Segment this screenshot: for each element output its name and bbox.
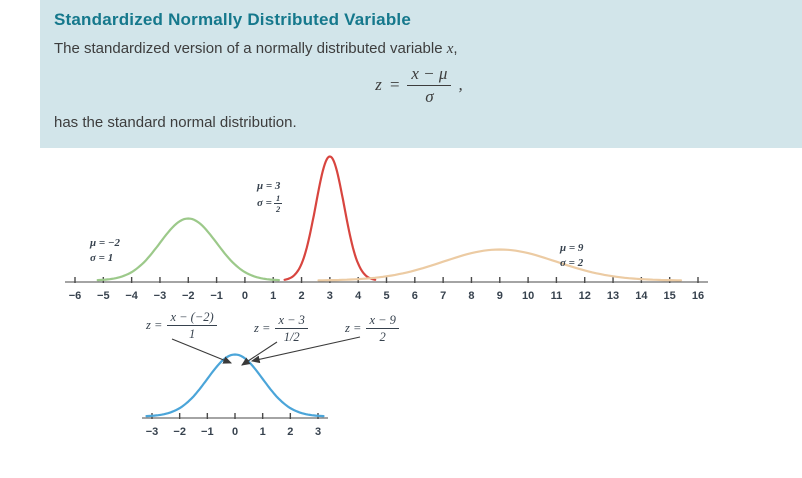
formula-denominator: σ xyxy=(425,86,434,106)
intro-variable: x xyxy=(446,41,454,57)
sigma-equals: σ = xyxy=(257,197,272,210)
standard-axis-tick-label: 3 xyxy=(315,426,321,438)
z-denominator: 1/2 xyxy=(283,330,300,345)
main-axis-tick-label: 16 xyxy=(692,290,704,302)
label-tan-curve: μ = 9 σ = 2 xyxy=(560,241,583,271)
main-axis-tick-label: 1 xyxy=(270,290,276,302)
z-numerator: x − 9 xyxy=(366,313,399,330)
formula-fraction: x − μ σ xyxy=(407,64,452,106)
main-axis-tick-label: −5 xyxy=(97,290,110,302)
formula-numerator: x − μ xyxy=(407,64,452,86)
formula-punctuation: , xyxy=(458,75,463,95)
definition-box: Standardized Normally Distributed Variab… xyxy=(40,0,802,148)
main-axis-tick-label: 12 xyxy=(579,290,591,302)
standardize-arrow-2 xyxy=(241,341,278,366)
curves-canvas: −6 −5 −4 −3 −2 −1 0 1 2 3 4 5 6 7 8 9 10 11 12 13 14 15 16−3 −2… xyxy=(65,155,708,438)
normal-curve-mu-9-sigma-2 xyxy=(317,248,683,282)
main-axis-tick-label: −2 xyxy=(182,290,195,302)
z-fraction: x − (−2) 1 xyxy=(167,310,217,342)
normal-curve-mu-3-sigma-half xyxy=(283,155,377,281)
standardize-formula: z = x − μ σ , xyxy=(54,64,784,106)
main-axis-tick-label: −1 xyxy=(210,290,223,302)
formula-lhs: z xyxy=(375,75,382,95)
standardize-arrow-3 xyxy=(250,336,361,364)
label-green-curve: μ = −2 σ = 1 xyxy=(90,236,120,266)
z-fraction: x − 9 2 xyxy=(366,313,399,345)
main-axis-tick-label: 10 xyxy=(522,290,534,302)
standard-normal-curve xyxy=(145,353,325,418)
sigma-fraction-numerator: 1 xyxy=(273,192,283,204)
z-formula-green: z = x − (−2) 1 xyxy=(146,310,217,342)
standard-axis-tick-label: −2 xyxy=(173,426,186,438)
z-fraction: x − 3 1/2 xyxy=(275,313,308,345)
main-axis-tick-label: −6 xyxy=(69,290,82,302)
sigma-fraction: 1 2 xyxy=(273,192,283,214)
label-line-mu: μ = 3 xyxy=(257,180,281,192)
z-numerator: x − 3 xyxy=(275,313,308,330)
standardize-arrow-1 xyxy=(171,338,233,364)
label-line-sigma: σ = 2 xyxy=(560,256,584,269)
z-denominator: 2 xyxy=(379,330,386,345)
z-formula-tan: z = x − 9 2 xyxy=(345,313,399,345)
main-axis-tick-label: 15 xyxy=(664,290,676,302)
main-axis-tick-label: −4 xyxy=(125,290,138,302)
label-line-sigma: σ = 1 2 xyxy=(257,192,283,214)
main-axis-tick-label: 14 xyxy=(635,290,648,302)
main-axis-tick-label: 4 xyxy=(355,290,362,302)
definition-title: Standardized Normally Distributed Variab… xyxy=(54,10,411,29)
standard-axis-tick-label: 2 xyxy=(287,426,293,438)
formula-equals: = xyxy=(388,75,401,95)
z-formula-red: z = x − 3 1/2 xyxy=(254,313,308,345)
label-line-mu: μ = 9 xyxy=(560,242,584,254)
label-line-sigma: σ = 1 xyxy=(90,251,114,264)
standard-axis-tick-label: 0 xyxy=(232,426,238,438)
z-lead: z = xyxy=(345,321,362,336)
definition-intro: The standardized version of a normally d… xyxy=(54,39,784,59)
z-lead: z = xyxy=(254,321,271,336)
z-lead: z = xyxy=(146,318,163,333)
intro-punctuation: , xyxy=(453,40,458,57)
main-axis-tick-label: 13 xyxy=(607,290,619,302)
main-axis-tick-label: 3 xyxy=(327,290,333,302)
intro-text: The standardized version of a normally d… xyxy=(54,40,447,57)
standard-axis-tick-label: −3 xyxy=(146,426,159,438)
main-axis-tick-label: 2 xyxy=(298,290,304,302)
main-axis-tick-label: 9 xyxy=(497,290,503,302)
label-red-curve: μ = 3 σ = 1 2 xyxy=(257,179,283,214)
main-axis-tick-label: 5 xyxy=(383,290,389,302)
main-axis-tick-label: −3 xyxy=(154,290,167,302)
label-line-mu: μ = −2 xyxy=(90,237,121,249)
main-axis-tick-label: 0 xyxy=(242,290,248,302)
main-axis-tick-label: 6 xyxy=(412,290,418,302)
definition-outro: has the standard normal distribution. xyxy=(54,114,297,132)
standard-axis-tick-label: −1 xyxy=(201,426,214,438)
z-numerator: x − (−2) xyxy=(167,310,217,327)
figure: −6 −5 −4 −3 −2 −1 0 1 2 3 4 5 6 7 8 9 10 11 12 13 14 15 16 −3 −2… xyxy=(30,150,770,475)
normal-curve-mu-neg2-sigma-1 xyxy=(96,217,280,282)
main-axis-tick-label: 11 xyxy=(551,290,563,302)
main-axis-tick-label: 7 xyxy=(440,290,446,302)
standard-axis-tick-label: 1 xyxy=(260,426,266,438)
main-axis-tick-label: 8 xyxy=(468,290,474,302)
z-denominator: 1 xyxy=(188,327,196,342)
sigma-fraction-denominator: 2 xyxy=(275,203,281,214)
